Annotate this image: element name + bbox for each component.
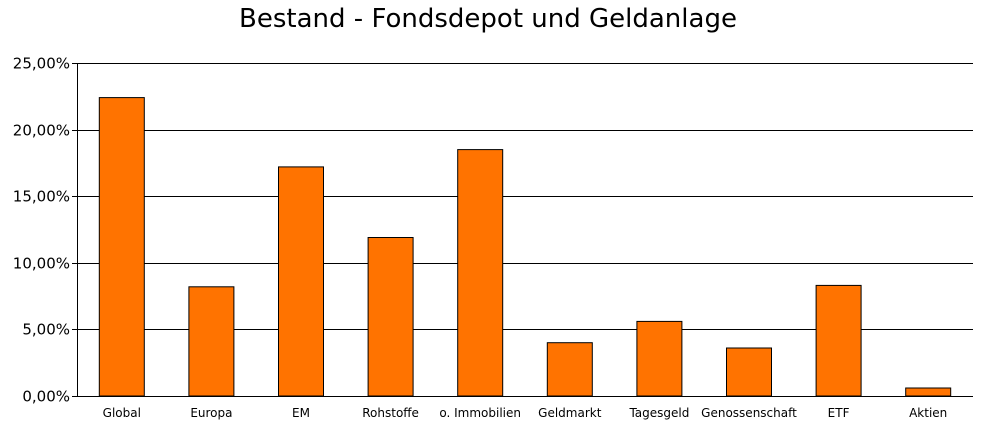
y-tick-label: 5,00% <box>22 321 70 339</box>
chart-title: Bestand - Fondsdepot und Geldanlage <box>239 4 737 34</box>
x-tick-label: o. Immobilien <box>439 406 521 420</box>
bar <box>98 97 145 397</box>
bar <box>636 320 683 397</box>
y-tick-label: 10,00% <box>13 255 70 273</box>
x-tick-label: Tagesgeld <box>628 406 689 420</box>
y-tick-label: 20,00% <box>13 122 70 140</box>
bar <box>188 286 235 397</box>
x-tick-label: Global <box>103 406 141 420</box>
x-tick-label: Rohstoffe <box>362 406 419 420</box>
bar <box>278 166 324 397</box>
x-tick-label: Genossenschaft <box>701 406 797 420</box>
y-tick-label: 25,00% <box>13 55 70 73</box>
bar <box>726 347 772 397</box>
x-tick-label: ETF <box>828 406 850 420</box>
bar <box>546 342 593 397</box>
bar <box>815 284 862 397</box>
x-tick-label: Aktien <box>909 406 947 420</box>
x-tick-labels: Global Europa EM Rohstoffe o. Immobilien Geld… <box>103 406 948 420</box>
bar <box>457 149 504 397</box>
bars <box>98 97 952 397</box>
y-tick-label: 0,00% <box>22 388 70 406</box>
y-tick-labels: 0,00% 5,00% 10,00% 15,00% 20,00% 25,00% <box>13 55 70 406</box>
x-tick-label: Geldmarkt <box>538 406 602 420</box>
bar <box>367 237 414 397</box>
bar <box>905 387 952 397</box>
axes <box>72 63 973 397</box>
y-tick-label: 15,00% <box>13 188 70 206</box>
x-tick-label: EM <box>292 406 310 420</box>
x-tick-label: Europa <box>190 406 232 420</box>
